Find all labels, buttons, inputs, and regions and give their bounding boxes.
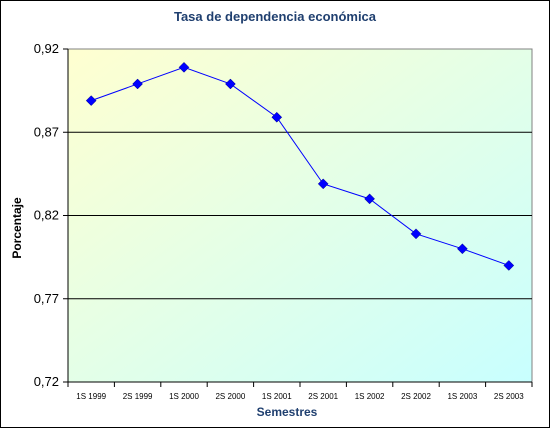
x-tick-label: 2S 1999 bbox=[123, 392, 153, 401]
data-point bbox=[85, 95, 97, 106]
x-tick-labels: 1S 1999 2S 1999 1S 2000 2S 2000 1S 2001 2S 20… bbox=[76, 392, 524, 401]
y-tick-labels: 0,72 0,77 0,82 0,87 0,92 bbox=[34, 41, 59, 389]
data-point bbox=[410, 228, 422, 240]
data-point bbox=[178, 61, 190, 73]
y-axis-label: Porcentaje bbox=[10, 197, 24, 259]
x-tick-label: 1S 2001 bbox=[262, 392, 292, 401]
x-tick-label: 2S 2003 bbox=[494, 392, 524, 401]
data-point bbox=[132, 78, 143, 90]
x-tick-label: 2S 2001 bbox=[308, 392, 338, 401]
data-point bbox=[364, 193, 375, 205]
data-point bbox=[225, 78, 236, 90]
y-tick-label: 0,92 bbox=[34, 41, 59, 56]
y-tick-label: 0,77 bbox=[34, 291, 59, 306]
data-point bbox=[317, 178, 329, 190]
x-tick-label: 1S 2000 bbox=[169, 392, 199, 401]
x-tick-label: 1S 2002 bbox=[355, 392, 385, 401]
series-markers bbox=[85, 61, 515, 271]
y-tick-label: 0,72 bbox=[34, 374, 59, 389]
series-line bbox=[91, 66, 509, 266]
x-tick-label: 1S 2003 bbox=[447, 392, 477, 401]
data-point bbox=[457, 243, 468, 255]
y-tick-label: 0,82 bbox=[34, 208, 59, 223]
data-point bbox=[271, 111, 283, 123]
axes bbox=[63, 48, 533, 387]
chart-title: Tasa de dependencia económica bbox=[174, 9, 377, 24]
x-tick-label: 2S 2002 bbox=[401, 392, 431, 401]
x-tick-label: 1S 1999 bbox=[76, 392, 106, 401]
data-point bbox=[503, 260, 515, 271]
gridlines bbox=[68, 131, 532, 300]
x-axis-label: Semestres bbox=[257, 405, 318, 419]
y-tick-label: 0,87 bbox=[34, 124, 59, 139]
series-line bbox=[91, 66, 509, 266]
x-tick-label: 2S 2000 bbox=[215, 392, 245, 401]
